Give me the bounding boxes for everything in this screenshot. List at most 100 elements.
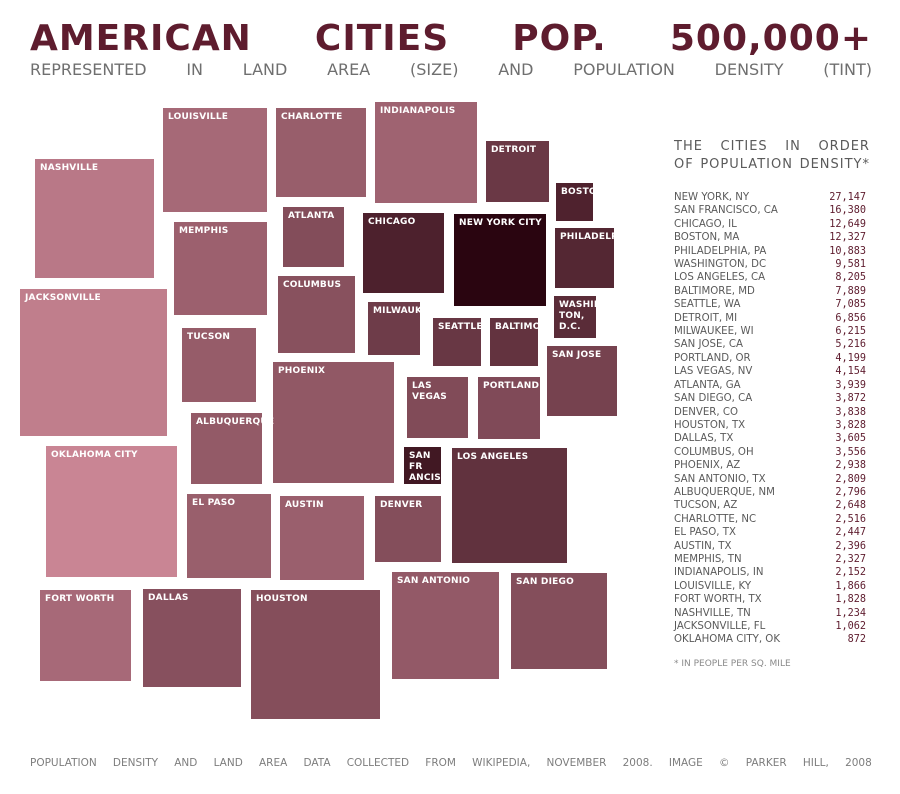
subtitle-word: IN (186, 60, 204, 79)
city-label: LOS ANGELES (457, 452, 529, 462)
ranking-row: SAN ANTONIO, TX 2,809 (674, 473, 866, 486)
city-block: SAN FR ANCISC O (404, 447, 448, 494)
ranking-city: COLUMBUS, OH (674, 446, 754, 458)
city-label: SAN ANTONIO (397, 576, 471, 586)
city-block: SAN DIEGO (511, 573, 607, 669)
ranking-value: 1,828 (835, 594, 866, 606)
ranking-city: NEW YORK, NY (674, 192, 750, 203)
city-label: NASHVILLE (40, 163, 99, 173)
city-block: OKLAHOMA CITY (46, 446, 177, 577)
subtitle-word: DENSITY (714, 60, 784, 79)
city-block: SAN ANTONIO (392, 572, 499, 679)
ranking-value: 12,649 (829, 218, 866, 230)
ranking-row: AUSTIN, TX 2,396 (674, 540, 866, 553)
footer-word: AND (174, 757, 198, 769)
city-block: DALLAS (143, 589, 241, 687)
ranking-city: LOS ANGELES, CA (674, 272, 766, 284)
ranking-title-word: DENSITY* (799, 157, 870, 172)
ranking-title-word: ORDER (818, 139, 870, 154)
ranking-value: 2,648 (835, 500, 866, 512)
ranking-city: DETROIT, MI (674, 312, 738, 324)
ranking-value: 2,396 (835, 540, 866, 552)
ranking-row: FORT WORTH, TX 1,828 (674, 593, 866, 606)
ranking-value: 3,872 (835, 393, 866, 405)
subtitle-word: (TINT) (823, 60, 872, 79)
city-block: DETROIT (486, 141, 549, 202)
city-label: SAN DIEGO (516, 577, 574, 587)
city-block: SEATTLE (433, 318, 483, 366)
ranking-value: 2,152 (835, 567, 866, 579)
ranking-row: SEATTLE, WA 7,085 (674, 298, 866, 311)
ranking-row: PORTLAND, OR 4,199 (674, 352, 866, 365)
city-block: JACKSONVILLE (20, 289, 167, 436)
city-block: CHARLOTTE (276, 108, 366, 197)
footer-word: DENSITY (112, 757, 159, 769)
city-label: HOUSTON (256, 594, 308, 604)
ranking-row: LOUISVILLE, KY 1,866 (674, 580, 866, 593)
ranking-value: 3,939 (835, 379, 866, 391)
subtitle-word: LAND (242, 60, 288, 79)
footer-word: LAND (213, 757, 243, 769)
city-label: PHILADELPHIA (560, 232, 637, 242)
ranking-row: COLUMBUS, OH 3,556 (674, 446, 866, 459)
ranking-row: TUCSON, AZ 2,648 (674, 499, 866, 512)
city-label: DENVER (380, 500, 423, 510)
ranking-value: 27,147 (829, 192, 866, 203)
ranking-title-word: CITIES (720, 139, 768, 154)
city-label: DETROIT (491, 145, 537, 155)
ranking-city: DENVER, CO (674, 406, 738, 418)
title-word: CITIES (314, 18, 450, 59)
ranking-row: DALLAS, TX 3,605 (674, 432, 866, 445)
ranking-city: DALLAS, TX (674, 433, 734, 445)
city-label: MILWAUKEE (373, 306, 435, 316)
ranking-row: BALTIMORE, MD 7,889 (674, 285, 866, 298)
city-label: AUSTIN (285, 500, 324, 510)
ranking-row: MILWAUKEE, WI 6,215 (674, 325, 866, 338)
city-block: HOUSTON (251, 590, 380, 719)
city-label: COLUMBUS (283, 280, 342, 290)
city-label: CHICAGO (368, 217, 416, 227)
ranking-row: ALBUQUERQUE, NM 2,796 (674, 486, 866, 499)
city-block: DENVER (375, 496, 441, 562)
city-label: SAN JOSE (552, 350, 602, 360)
ranking-city: SAN ANTONIO, TX (674, 473, 766, 485)
ranking-title-word: IN (785, 139, 801, 154)
ranking-value: 7,085 (835, 299, 866, 311)
city-label: OKLAHOMA CITY (51, 450, 138, 460)
ranking-row: WASHINGTON, DC 9,581 (674, 258, 866, 271)
ranking-city: EL PASO, TX (674, 527, 736, 539)
ranking-value: 16,380 (829, 205, 866, 217)
ranking-row: CHARLOTTE, NC 2,516 (674, 513, 866, 526)
city-block: WASHING TON, D.C. (554, 296, 609, 338)
footer-word: HILL, (802, 757, 829, 769)
footer-word: DATA (303, 757, 331, 769)
city-block: MILWAUKEE (368, 302, 435, 355)
ranking-value: 3,838 (835, 406, 866, 418)
subtitle-word: REPRESENTED (30, 60, 147, 79)
city-label: CHARLOTTE (281, 112, 343, 122)
ranking-row: DENVER, CO 3,838 (674, 406, 866, 419)
city-block: ALBUQUERQUE (191, 413, 274, 484)
ranking-row: BOSTON, MA 12,327 (674, 231, 866, 244)
ranking-value: 1,866 (835, 580, 866, 592)
ranking-row: PHILADELPHIA, PA 10,883 (674, 245, 866, 258)
ranking-city: JACKSONVILLE, FL (674, 621, 766, 632)
city-block: ATLANTA (283, 207, 344, 267)
city-label: LAS VEGAS (412, 381, 447, 402)
footer-word: AREA (258, 757, 288, 769)
ranking-city: HOUSTON, TX (674, 419, 746, 431)
ranking-row: INDIANAPOLIS, IN 2,152 (674, 566, 866, 579)
subtitle-word: (SIZE) (410, 60, 459, 79)
chart-title: AMERICAN CITIES POP. 500,000+ (30, 18, 872, 59)
ranking-value: 2,809 (835, 473, 866, 485)
ranking-value: 8,205 (835, 272, 866, 284)
ranking-city: SEATTLE, WA (674, 299, 741, 311)
ranking-value: 6,856 (835, 312, 866, 324)
ranking-city: SAN JOSE, CA (674, 339, 743, 351)
city-label: SAN FR ANCISC O (409, 451, 448, 494)
ranking-city: WASHINGTON, DC (674, 259, 767, 271)
ranking-row: LOS ANGELES, CA 8,205 (674, 271, 866, 284)
city-label: SEATTLE (438, 322, 483, 332)
ranking-city: NASHVILLE, TN (674, 607, 751, 619)
ranking-city: MEMPHIS, TN (674, 553, 742, 565)
